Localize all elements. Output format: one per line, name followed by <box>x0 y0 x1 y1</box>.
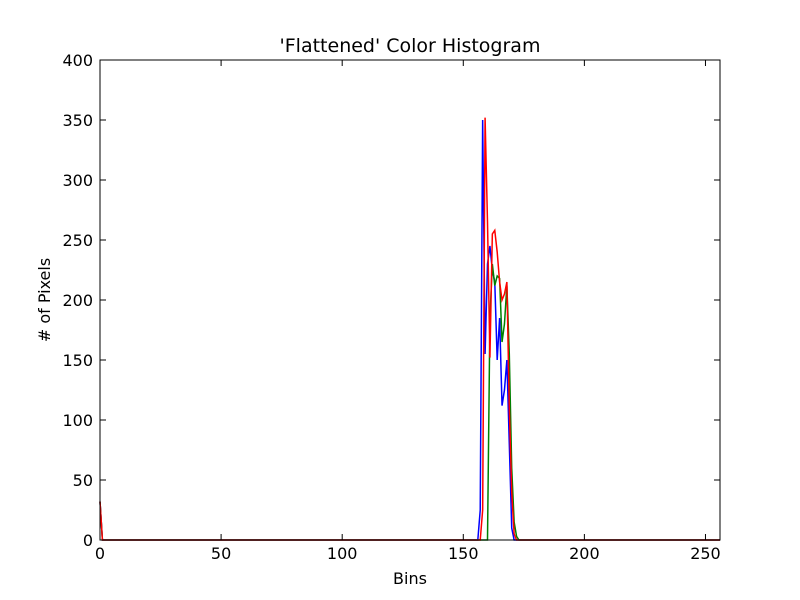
plot-frame <box>99 59 721 541</box>
x-tick-label: 50 <box>211 544 231 563</box>
series-line-2 <box>99 117 720 541</box>
series-line-0 <box>99 119 720 541</box>
series-lines <box>99 117 720 541</box>
x-axis-label: Bins <box>393 569 427 588</box>
x-tick-label: 100 <box>327 544 358 563</box>
y-tick-label: 150 <box>62 351 93 370</box>
x-tick-label: 0 <box>95 544 105 563</box>
y-tick-label: 0 <box>83 531 93 550</box>
y-tick-label: 200 <box>62 291 93 310</box>
chart-title: 'Flattened' Color Histogram <box>280 35 541 57</box>
y-tick-label: 350 <box>62 111 93 130</box>
x-tick-label: 200 <box>569 544 600 563</box>
y-tick-label: 250 <box>62 231 93 250</box>
y-tick-label: 300 <box>62 171 93 190</box>
axis-ticks: 0 50 100 150 200 250 0 50 100 150 200 250 300 350 400 <box>62 51 720 563</box>
x-tick-label: 250 <box>690 544 721 563</box>
y-tick-label: 100 <box>62 411 93 430</box>
y-tick-label: 400 <box>62 51 93 70</box>
x-tick-label: 150 <box>448 544 479 563</box>
series-line-1 <box>99 263 720 541</box>
y-tick-label: 50 <box>73 471 93 490</box>
y-axis-label: # of Pixels <box>35 258 54 342</box>
